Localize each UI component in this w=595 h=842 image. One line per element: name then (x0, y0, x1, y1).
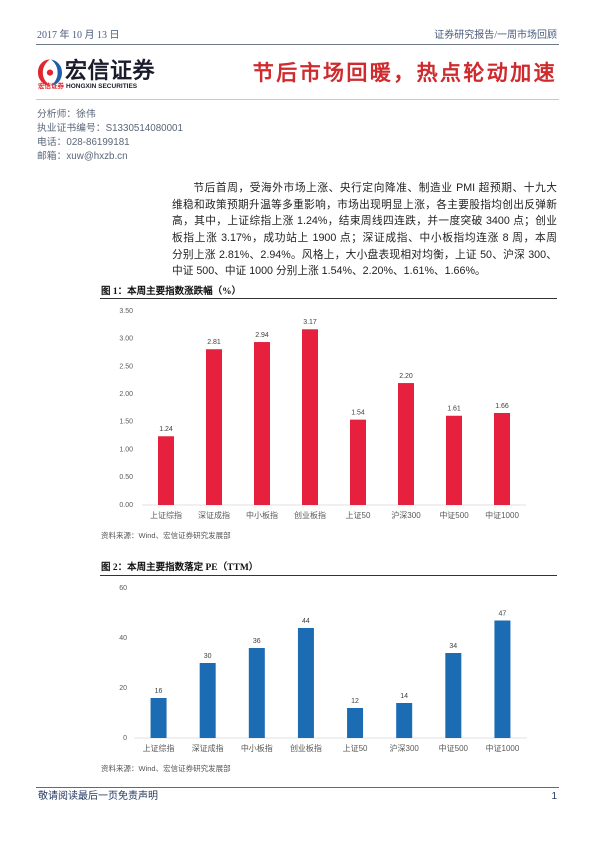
pe-bar-7 (445, 653, 462, 738)
pe-value-label: 36 (253, 638, 261, 645)
figure-2-source: 资料来源：Wind、宏信证券研究发展部 (101, 764, 231, 773)
y-tick-label: 3.00 (119, 336, 133, 343)
pe-value-label: 47 (499, 610, 507, 617)
y-tick-label: 1.50 (119, 419, 133, 426)
pe-value-label: 30 (204, 653, 212, 660)
y-tick-label: 3.50 (119, 308, 133, 315)
x-category-label: 深证成指 (198, 510, 230, 520)
pe-bar-6 (396, 703, 413, 738)
x-category-label: 上证50 (343, 744, 368, 753)
change-bar-5 (350, 419, 366, 505)
change-value-label: 2.81 (207, 339, 221, 346)
y-tick-label: 60 (119, 585, 127, 592)
page-number: 1 (551, 791, 557, 802)
y-tick-label: 2.00 (119, 391, 133, 398)
change-value-label: 1.66 (495, 403, 509, 410)
summary-line: 高，其中，上证综指上涨 1.24%，结束周线四连跌，并一度突破 3400 点；创… (172, 215, 557, 228)
y-tick-label: 1.00 (119, 446, 133, 453)
summary-line: 分别上涨 2.81%、2.94%。风格上，大小盘表现相对均衡，上证 50、沪深 … (172, 248, 557, 261)
report-date: 2017 年 10 月 13 日 (37, 30, 120, 41)
hongxin-logo-icon (38, 59, 62, 86)
weekly-summary: 节后首周，受海外市场上涨、央行定向降准、制造业 PMI 超预期、十九大 维稳和政… (172, 180, 557, 280)
figure-1-caption-rule (100, 298, 557, 299)
pe-value-label: 12 (351, 698, 359, 705)
x-category-label: 创业板指 (294, 510, 326, 520)
pe-value-label: 14 (400, 693, 408, 700)
change-bar-7 (446, 415, 462, 505)
summary-line: 板指上涨 3.17%，成功站上 1900 点；深证成指、中小板指均连涨 8 周，… (172, 232, 557, 245)
analyst-email: 邮箱：xuw@hxzb.cn (37, 151, 128, 162)
pe-bar-4 (297, 628, 314, 738)
y-tick-label: 20 (119, 685, 127, 692)
brand-subtitle: 宏信证券 HONGXIN SECURITIES (38, 83, 137, 91)
logo-core-dot (46, 69, 54, 76)
pe-value-label: 44 (302, 618, 310, 625)
x-category-label: 沪深300 (390, 743, 420, 753)
change-value-label: 2.20 (399, 373, 413, 380)
change-bar-8 (494, 412, 510, 505)
pe-bar-3 (248, 648, 265, 738)
disclaimer-notice: 敬请阅读最后一页免责声明 (38, 791, 158, 802)
y-tick-label: 2.50 (119, 363, 133, 370)
footer-divider (36, 787, 559, 788)
y-tick-label: 0.50 (119, 474, 133, 481)
x-category-label: 中证1000 (486, 743, 520, 753)
x-category-label: 深证成指 (192, 743, 224, 753)
index-pe-bar-chart: 0 20 40 60 16 上证综指 30 深证成指 36 中小板指 44 创业板指 12 上证50 14 沪… (119, 585, 527, 753)
x-category-label: 创业板指 (290, 743, 322, 753)
change-value-label: 1.24 (159, 426, 173, 433)
change-bar-1 (158, 436, 174, 505)
figure-1-caption: 图 1：本周主要指数涨跌幅（%） (101, 287, 242, 297)
report-title: 节后市场回暖，热点轮动加速 (252, 62, 557, 85)
summary-line: 中证 500、中证 1000 分别上涨 1.54%、2.20%、1.61%、1.… (172, 265, 486, 278)
x-category-label: 上证综指 (143, 743, 175, 753)
summary-line: 维稳和政策预期升温等多重影响，市场出现明显上涨，各主要股指均创出反弹新 (172, 198, 557, 211)
x-category-label: 上证50 (346, 511, 371, 520)
analyst-license: 执业证书编号：S1330514080001 (37, 123, 183, 134)
figure-2-caption-rule (100, 575, 557, 576)
x-category-label: 中小板指 (241, 743, 273, 753)
figure-2-caption: 图 2：本周主要指数落定 PE（TTM） (101, 563, 259, 573)
y-tick-label: 0 (123, 735, 127, 742)
change-value-label: 3.17 (303, 319, 317, 326)
x-category-label: 沪深300 (391, 510, 421, 520)
pe-bar-2 (199, 663, 216, 738)
x-category-label: 中证500 (439, 510, 469, 520)
pe-value-label: 16 (155, 688, 163, 695)
brand-subtitle-en: HONGXIN SECURITIES (66, 83, 138, 90)
brand-subtitle-cn: 宏信证券 (38, 83, 64, 90)
change-bar-6 (398, 383, 414, 505)
report-series: 证券研究报告/一周市场回顾 (434, 30, 557, 41)
logo-swirl-blue (50, 59, 62, 86)
x-category-label: 中证500 (439, 743, 469, 753)
analyst-name: 分析师：徐伟 (37, 109, 96, 120)
x-category-label: 中证1000 (485, 510, 519, 520)
y-tick-label: 0.00 (119, 502, 133, 509)
x-category-label: 中小板指 (246, 510, 278, 520)
pe-value-label: 34 (449, 643, 457, 650)
summary-line: 节后首周，受海外市场上涨、央行定向降准、制造业 PMI 超预期、十九大 (193, 182, 557, 194)
header-divider (36, 44, 559, 45)
logo-swirl-red (38, 59, 51, 86)
change-value-label: 1.54 (351, 409, 365, 416)
brand-name: 宏信证券 (65, 58, 156, 83)
y-tick-label: 40 (119, 635, 127, 642)
change-bar-3 (254, 342, 270, 505)
pe-bar-1 (150, 698, 167, 738)
analyst-phone: 电话：028-86199181 (37, 137, 130, 148)
figure-1-source: 资料来源：Wind、宏信证券研究发展部 (101, 531, 231, 540)
pe-bar-8 (494, 620, 511, 738)
title-divider (36, 99, 559, 100)
x-category-label: 上证综指 (150, 510, 182, 520)
pe-bar-5 (347, 708, 364, 738)
change-bar-4 (302, 329, 318, 505)
change-value-label: 2.94 (255, 332, 269, 339)
change-value-label: 1.61 (447, 406, 461, 413)
change-bar-2 (206, 349, 222, 505)
index-change-bar-chart: 0.00 0.50 1.00 1.50 2.00 2.50 3.00 3.50 1.24 上证综指… (119, 308, 526, 520)
